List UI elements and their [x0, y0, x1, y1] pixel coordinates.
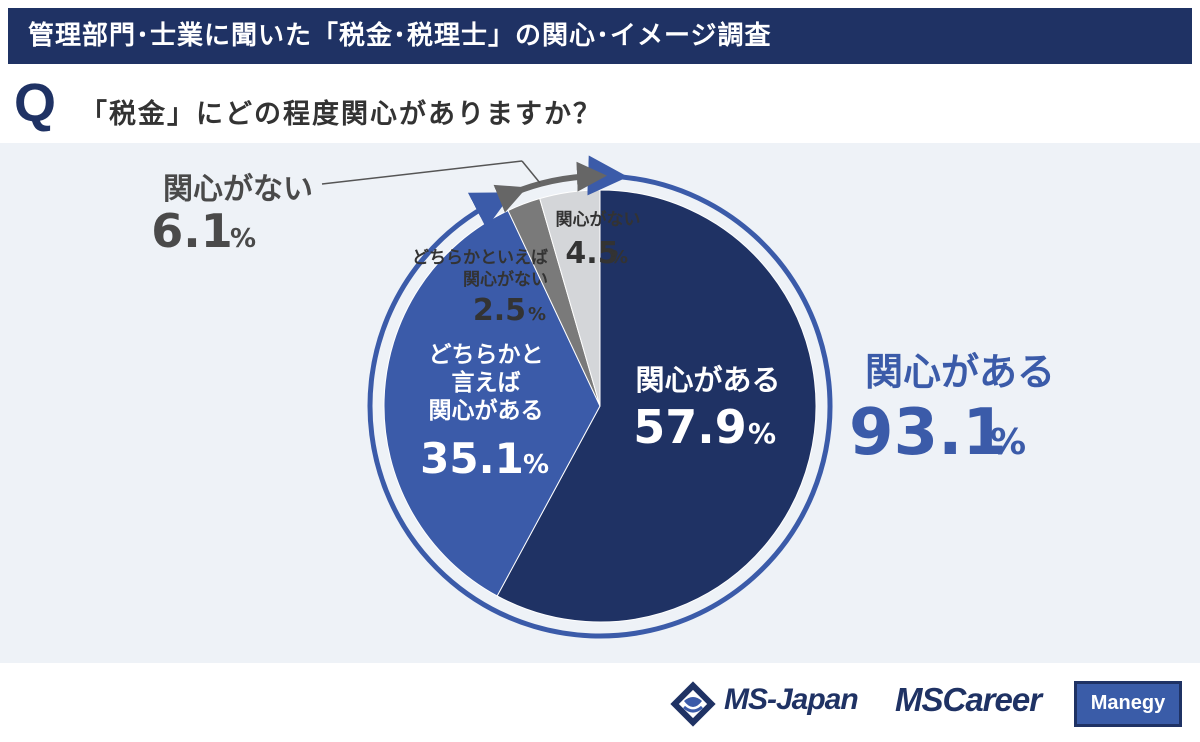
slice-unit-somewhat-not: %	[528, 304, 546, 325]
page-title: 管理部門･士業に聞いた「税金･税理士」の関心･イメージ調査	[8, 8, 1192, 64]
group-value-interested: 93.1	[849, 396, 1007, 470]
slice-value-somewhat-not: 2.5	[473, 293, 526, 328]
slice-label-somewhat-not-2: 関心がない	[463, 269, 548, 290]
slice-label-not-interested: 関心がない	[556, 209, 641, 230]
question-text: 「税金」にどの程度関心がありますか？	[80, 99, 602, 130]
brand-manegy: Manegy	[1074, 681, 1182, 727]
group-value-not-interested: 6.1	[151, 204, 233, 258]
slice-unit-not-interested: %	[610, 247, 628, 268]
footer: MS-Japan MSCareer Manegy	[0, 663, 1200, 742]
slice-label-interested: 関心がある	[635, 363, 780, 397]
group-unit-not-interested: %	[230, 224, 256, 254]
slice-interested	[496, 189, 817, 623]
group-label-not-interested: 関心がない	[163, 172, 313, 207]
slice-unit-interested: %	[748, 417, 776, 450]
interest-group-arc	[367, 155, 833, 639]
group-unit-interested: %	[990, 422, 1026, 463]
slice-value-somewhat-interested: 35.1	[420, 434, 524, 483]
pie-chart: 関心がある 57.9 % どちらかと 言えば 関心がある 35.1 % どちらか…	[151, 155, 1055, 639]
slice-unit-somewhat-interested: %	[523, 450, 549, 480]
brand-ms-career: MSCareer	[895, 681, 1042, 718]
group-label-interested: 関心がある	[865, 350, 1055, 394]
slice-value-not-interested: 4.5	[565, 236, 618, 271]
slice-label-somewhat-interested-1: どちらかと	[429, 342, 544, 368]
slice-label-somewhat-not-1: どちらかといえば	[412, 248, 548, 268]
callout-line-2	[521, 160, 541, 184]
chart-panel: 関心がある 57.9 % どちらかと 言えば 関心がある 35.1 % どちらか…	[0, 143, 1200, 663]
question-mark: Q	[14, 73, 57, 133]
brand-ms-japan: MS-Japan	[724, 683, 859, 716]
no-interest-group-arc	[493, 161, 607, 213]
callout-line	[321, 160, 523, 185]
slice-label-somewhat-interested-2: 言えば	[452, 369, 521, 396]
slice-value-interested: 57.9	[633, 400, 747, 454]
slice-somewhat-interested	[383, 209, 601, 597]
slice-label-somewhat-interested-3: 関心がある	[429, 397, 544, 424]
question-row: Q 「税金」にどの程度関心がありますか？	[14, 73, 1114, 138]
ms-japan-logo-icon	[670, 681, 716, 727]
